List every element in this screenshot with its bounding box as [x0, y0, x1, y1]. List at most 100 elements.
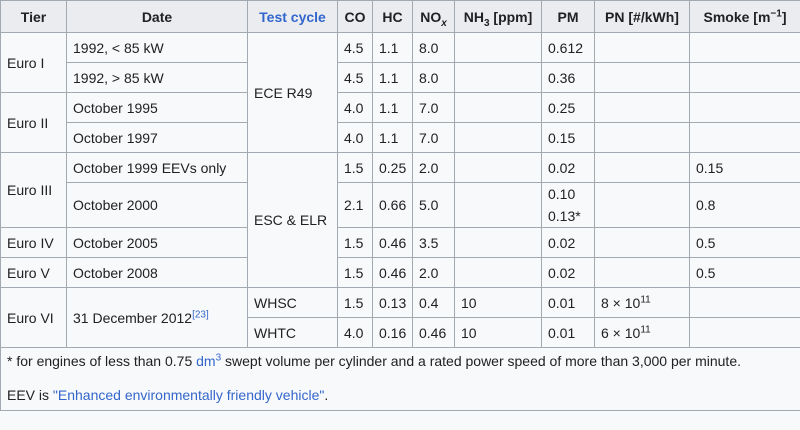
- smoke-cell: 0.5: [689, 257, 800, 288]
- nh3-cell: 10: [454, 317, 542, 348]
- pn-cell: 8 × 1011: [594, 287, 690, 318]
- nox-cell: 0.4: [412, 287, 455, 318]
- tier-cell: Euro I: [0, 32, 67, 93]
- pn-cell: [594, 227, 690, 258]
- pm-cell: 0.15: [541, 122, 595, 153]
- smoke-cell: [689, 62, 800, 93]
- table-row: Euro VI 31 December 2012[23] WHSC 1.5 0.…: [0, 287, 800, 348]
- nh3-cell: [454, 62, 542, 93]
- pm-value-small-engine: 0.13*: [548, 208, 581, 224]
- table-row: WHTC 4.0 0.16 0.46 10 0.01 6 × 1011: [1, 317, 800, 348]
- nox-cell: 7.0: [412, 92, 455, 123]
- test-cycle-link[interactable]: Test cycle: [259, 8, 326, 25]
- co-cell: 2.1: [337, 182, 373, 228]
- hc-cell: 1.1: [372, 122, 413, 153]
- smoke-cell: [689, 92, 800, 123]
- hc-cell: 0.66: [372, 182, 413, 228]
- pn-cell: [594, 257, 690, 288]
- header-tier: Tier: [0, 0, 67, 33]
- tier-cell: Euro VI: [0, 287, 67, 348]
- hc-cell: 1.1: [372, 32, 413, 63]
- header-nox: NOx: [412, 0, 455, 33]
- pm-cell: 0.10 0.13*: [541, 182, 595, 228]
- pm-cell: 0.02: [541, 152, 595, 183]
- tier-cell: Euro II: [0, 92, 67, 153]
- table-row: October 2000 2.1 0.66 5.0 0.10 0.13* 0.8: [1, 182, 800, 228]
- footnote-cell: * for engines of less than 0.75 dm3 swep…: [0, 347, 800, 411]
- date-cell: October 1995: [66, 92, 248, 123]
- pn-cell: [594, 92, 690, 123]
- nox-cell: 7.0: [412, 122, 455, 153]
- nh3-cell: 10: [454, 287, 542, 318]
- nox-cell: 5.0: [412, 182, 455, 228]
- citation-link[interactable]: [23]: [192, 308, 209, 320]
- header-co: CO: [337, 0, 373, 33]
- hc-cell: 0.46: [372, 257, 413, 288]
- nox-cell: 2.0: [412, 257, 455, 288]
- nox-cell: 0.46: [412, 317, 455, 348]
- co-cell: 1.5: [337, 152, 373, 183]
- date-cell: 1992, > 85 kW: [66, 62, 248, 93]
- co-cell: 4.5: [337, 62, 373, 93]
- pm-cell: 0.02: [541, 257, 595, 288]
- date-cell: October 1997: [66, 122, 248, 153]
- pm-value: 0.10: [548, 186, 576, 202]
- pn-cell: [594, 32, 690, 63]
- hc-cell: 0.25: [372, 152, 413, 183]
- header-test-cycle[interactable]: Test cycle: [247, 0, 338, 33]
- table-row: Euro I 1992, < 85 kW ECE R49 4.5 1.1 8.0…: [0, 32, 800, 153]
- footnote-swept-volume: * for engines of less than 0.75 dm3 swep…: [7, 352, 741, 369]
- co-cell: 4.5: [337, 32, 373, 63]
- nh3-cell: [454, 122, 542, 153]
- nox-cell: 3.5: [412, 227, 455, 258]
- header-hc: HC: [372, 0, 413, 33]
- hc-cell: 0.16: [372, 317, 413, 348]
- pm-cell: 0.36: [541, 62, 595, 93]
- cycle-cell: WHTC: [247, 317, 338, 348]
- co-cell: 4.0: [337, 317, 373, 348]
- pn-cell: [594, 152, 690, 183]
- table-row: Euro IV October 2005 1.5 0.46 3.5 0.02 0…: [0, 227, 800, 258]
- hc-cell: 1.1: [372, 92, 413, 123]
- pn-cell: [594, 62, 690, 93]
- header-pm: PM: [541, 0, 595, 33]
- co-cell: 1.5: [337, 227, 373, 258]
- nh3-cell: [454, 227, 542, 258]
- nox-cell: 8.0: [412, 62, 455, 93]
- nox-cell: 8.0: [412, 32, 455, 63]
- table-row: Euro III October 1999 EEVs only ESC & EL…: [0, 152, 800, 288]
- dm3-link[interactable]: dm3: [196, 352, 222, 369]
- date-cell: October 1999 EEVs only: [66, 152, 248, 183]
- date-cell: 31 December 2012[23]: [66, 287, 248, 348]
- header-date: Date: [66, 0, 248, 33]
- smoke-cell: [689, 317, 800, 348]
- pm-cell: 0.02: [541, 227, 595, 258]
- tier-cell: Euro V: [0, 257, 67, 288]
- header-row: Tier Date Test cycle CO HC NOx NH3 [ppm]…: [0, 0, 800, 33]
- nh3-cell: [454, 257, 542, 288]
- cycle-cell: ECE R49: [247, 32, 338, 153]
- header-pn: PN [#/kWh]: [594, 0, 690, 33]
- pm-cell: 0.25: [541, 92, 595, 123]
- tier-cell: Euro IV: [0, 227, 67, 258]
- nh3-cell: [454, 32, 542, 63]
- emission-standards-table: Tier Date Test cycle CO HC NOx NH3 [ppm]…: [0, 0, 800, 411]
- pm-cell: 0.612: [541, 32, 595, 63]
- eev-link[interactable]: "Enhanced environmentally friendly vehic…: [52, 387, 325, 403]
- table-row: Euro II October 1995 4.0 1.1 7.0 0.25: [0, 92, 800, 153]
- pn-cell: [594, 122, 690, 153]
- pm-cell: 0.01: [541, 317, 595, 348]
- pn-cell: [594, 182, 690, 228]
- date-cell: October 2008: [66, 257, 248, 288]
- date-cell: 1992, < 85 kW: [66, 32, 248, 63]
- tier-cell: Euro III: [0, 152, 67, 228]
- cycle-cell: WHSC: [247, 287, 338, 318]
- pn-cell: 6 × 1011: [594, 317, 690, 348]
- cycle-cell: ESC & ELR: [247, 152, 338, 288]
- nox-cell: 2.0: [412, 152, 455, 183]
- co-cell: 4.0: [337, 92, 373, 123]
- smoke-cell: [689, 32, 800, 63]
- header-nh3: NH3 [ppm]: [454, 0, 542, 33]
- nh3-cell: [454, 182, 542, 228]
- smoke-cell: 0.5: [689, 227, 800, 258]
